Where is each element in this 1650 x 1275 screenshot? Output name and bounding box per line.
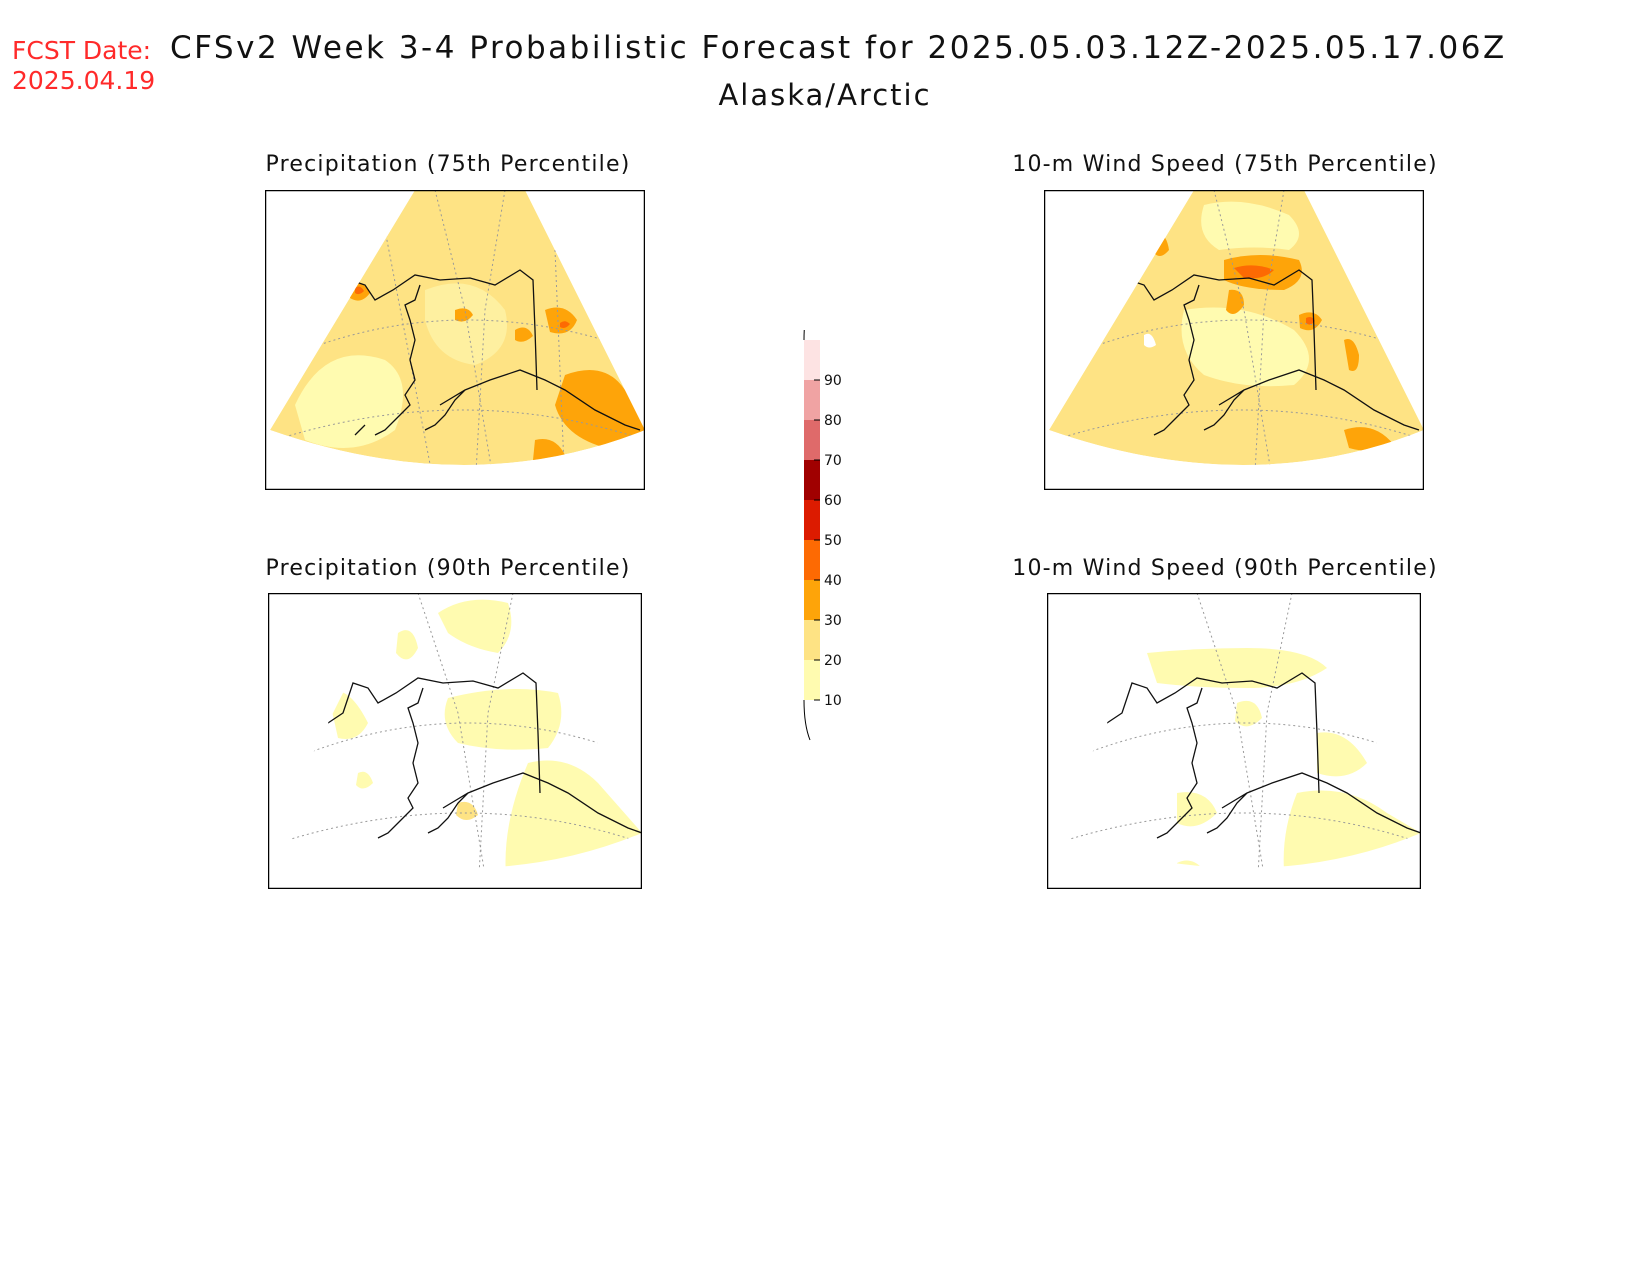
colorbar-label: 10	[824, 693, 842, 709]
probability-shading	[444, 689, 562, 750]
probability-shading	[356, 771, 373, 789]
panel-title-precip-90: Precipitation (90th Percentile)	[265, 556, 631, 581]
probability-shading	[545, 307, 577, 334]
probability-shading	[355, 286, 364, 295]
map-frame	[1044, 190, 1424, 490]
probability-shading	[505, 760, 642, 868]
colorbar-label: 40	[824, 573, 842, 589]
map-precip-75	[265, 190, 645, 490]
probability-shading	[515, 327, 533, 342]
probability-shading	[1177, 792, 1217, 827]
colorbar-tail-bottom	[803, 699, 811, 741]
map-frame	[1047, 593, 1421, 889]
probability-shading	[1201, 201, 1299, 250]
panel-title-wind-75: 10-m Wind Speed (75th Percentile)	[1012, 152, 1438, 177]
panel-title-wind-90: 10-m Wind Speed (90th Percentile)	[1012, 556, 1438, 581]
colorbar-swatch	[804, 380, 820, 420]
colorbar-swatch	[804, 340, 820, 380]
map-wind-75	[1044, 190, 1424, 490]
probability-shading	[438, 599, 512, 653]
coastline	[324, 269, 641, 436]
probability-shading	[1234, 265, 1274, 279]
probability-shading	[1226, 289, 1244, 314]
fcst-date-block: FCST Date: 2025.04.19	[12, 36, 155, 96]
map-wind-90	[1047, 593, 1421, 889]
probability-shading	[1181, 307, 1309, 387]
probability-shading	[328, 691, 368, 739]
probability-shading	[1317, 732, 1367, 777]
colorbar-swatch	[804, 620, 820, 660]
colorbar-label: 60	[824, 493, 842, 509]
colorbar-label: 90	[824, 373, 842, 389]
colorbar: 10 20 30 40 50 60 70 80 90	[803, 330, 842, 741]
coastline	[1103, 269, 1420, 436]
colorbar-swatch	[804, 660, 820, 700]
colorbar-tail-top	[803, 330, 805, 341]
colorbar-label: 80	[824, 413, 842, 429]
probability-shading	[295, 355, 403, 448]
figure-region: Alaska/Arctic	[718, 78, 932, 112]
colorbar-label: 30	[824, 613, 842, 629]
colorbar-swatch	[804, 500, 820, 540]
probability-shading	[455, 308, 473, 322]
probability-shading	[1344, 339, 1359, 371]
probability-shading	[1147, 648, 1327, 688]
map-precip-90	[268, 593, 642, 889]
colorbar-swatch	[804, 420, 820, 460]
colorbar-label: 20	[824, 653, 842, 669]
map-frame	[268, 593, 642, 889]
probability-shading	[560, 321, 570, 328]
graticule	[274, 190, 645, 465]
map-frame	[265, 190, 645, 490]
colorbar-swatch	[804, 460, 820, 500]
graticule	[277, 593, 642, 868]
colorbar-swatch	[804, 540, 820, 580]
probability-shading	[1144, 333, 1156, 348]
probability-shading	[1235, 700, 1262, 727]
colorbar-label: 70	[824, 453, 842, 469]
graticule	[1053, 190, 1424, 465]
figure-title: CFSv2 Week 3-4 Probabilistic Forecast fo…	[170, 30, 1507, 66]
colorbar-label: 50	[824, 533, 842, 549]
fcst-date-label: FCST Date:	[12, 36, 152, 65]
colorbar-swatch	[804, 580, 820, 620]
probability-shading	[456, 801, 478, 820]
probability-shading	[1306, 317, 1315, 325]
fcst-date-value: 2025.04.19	[12, 66, 156, 95]
coastline	[327, 672, 642, 839]
coastline	[1106, 672, 1421, 839]
graticule	[1056, 593, 1421, 868]
probability-shading	[396, 630, 418, 660]
probability-shading	[555, 370, 645, 450]
panel-title-precip-75: Precipitation (75th Percentile)	[265, 152, 631, 177]
